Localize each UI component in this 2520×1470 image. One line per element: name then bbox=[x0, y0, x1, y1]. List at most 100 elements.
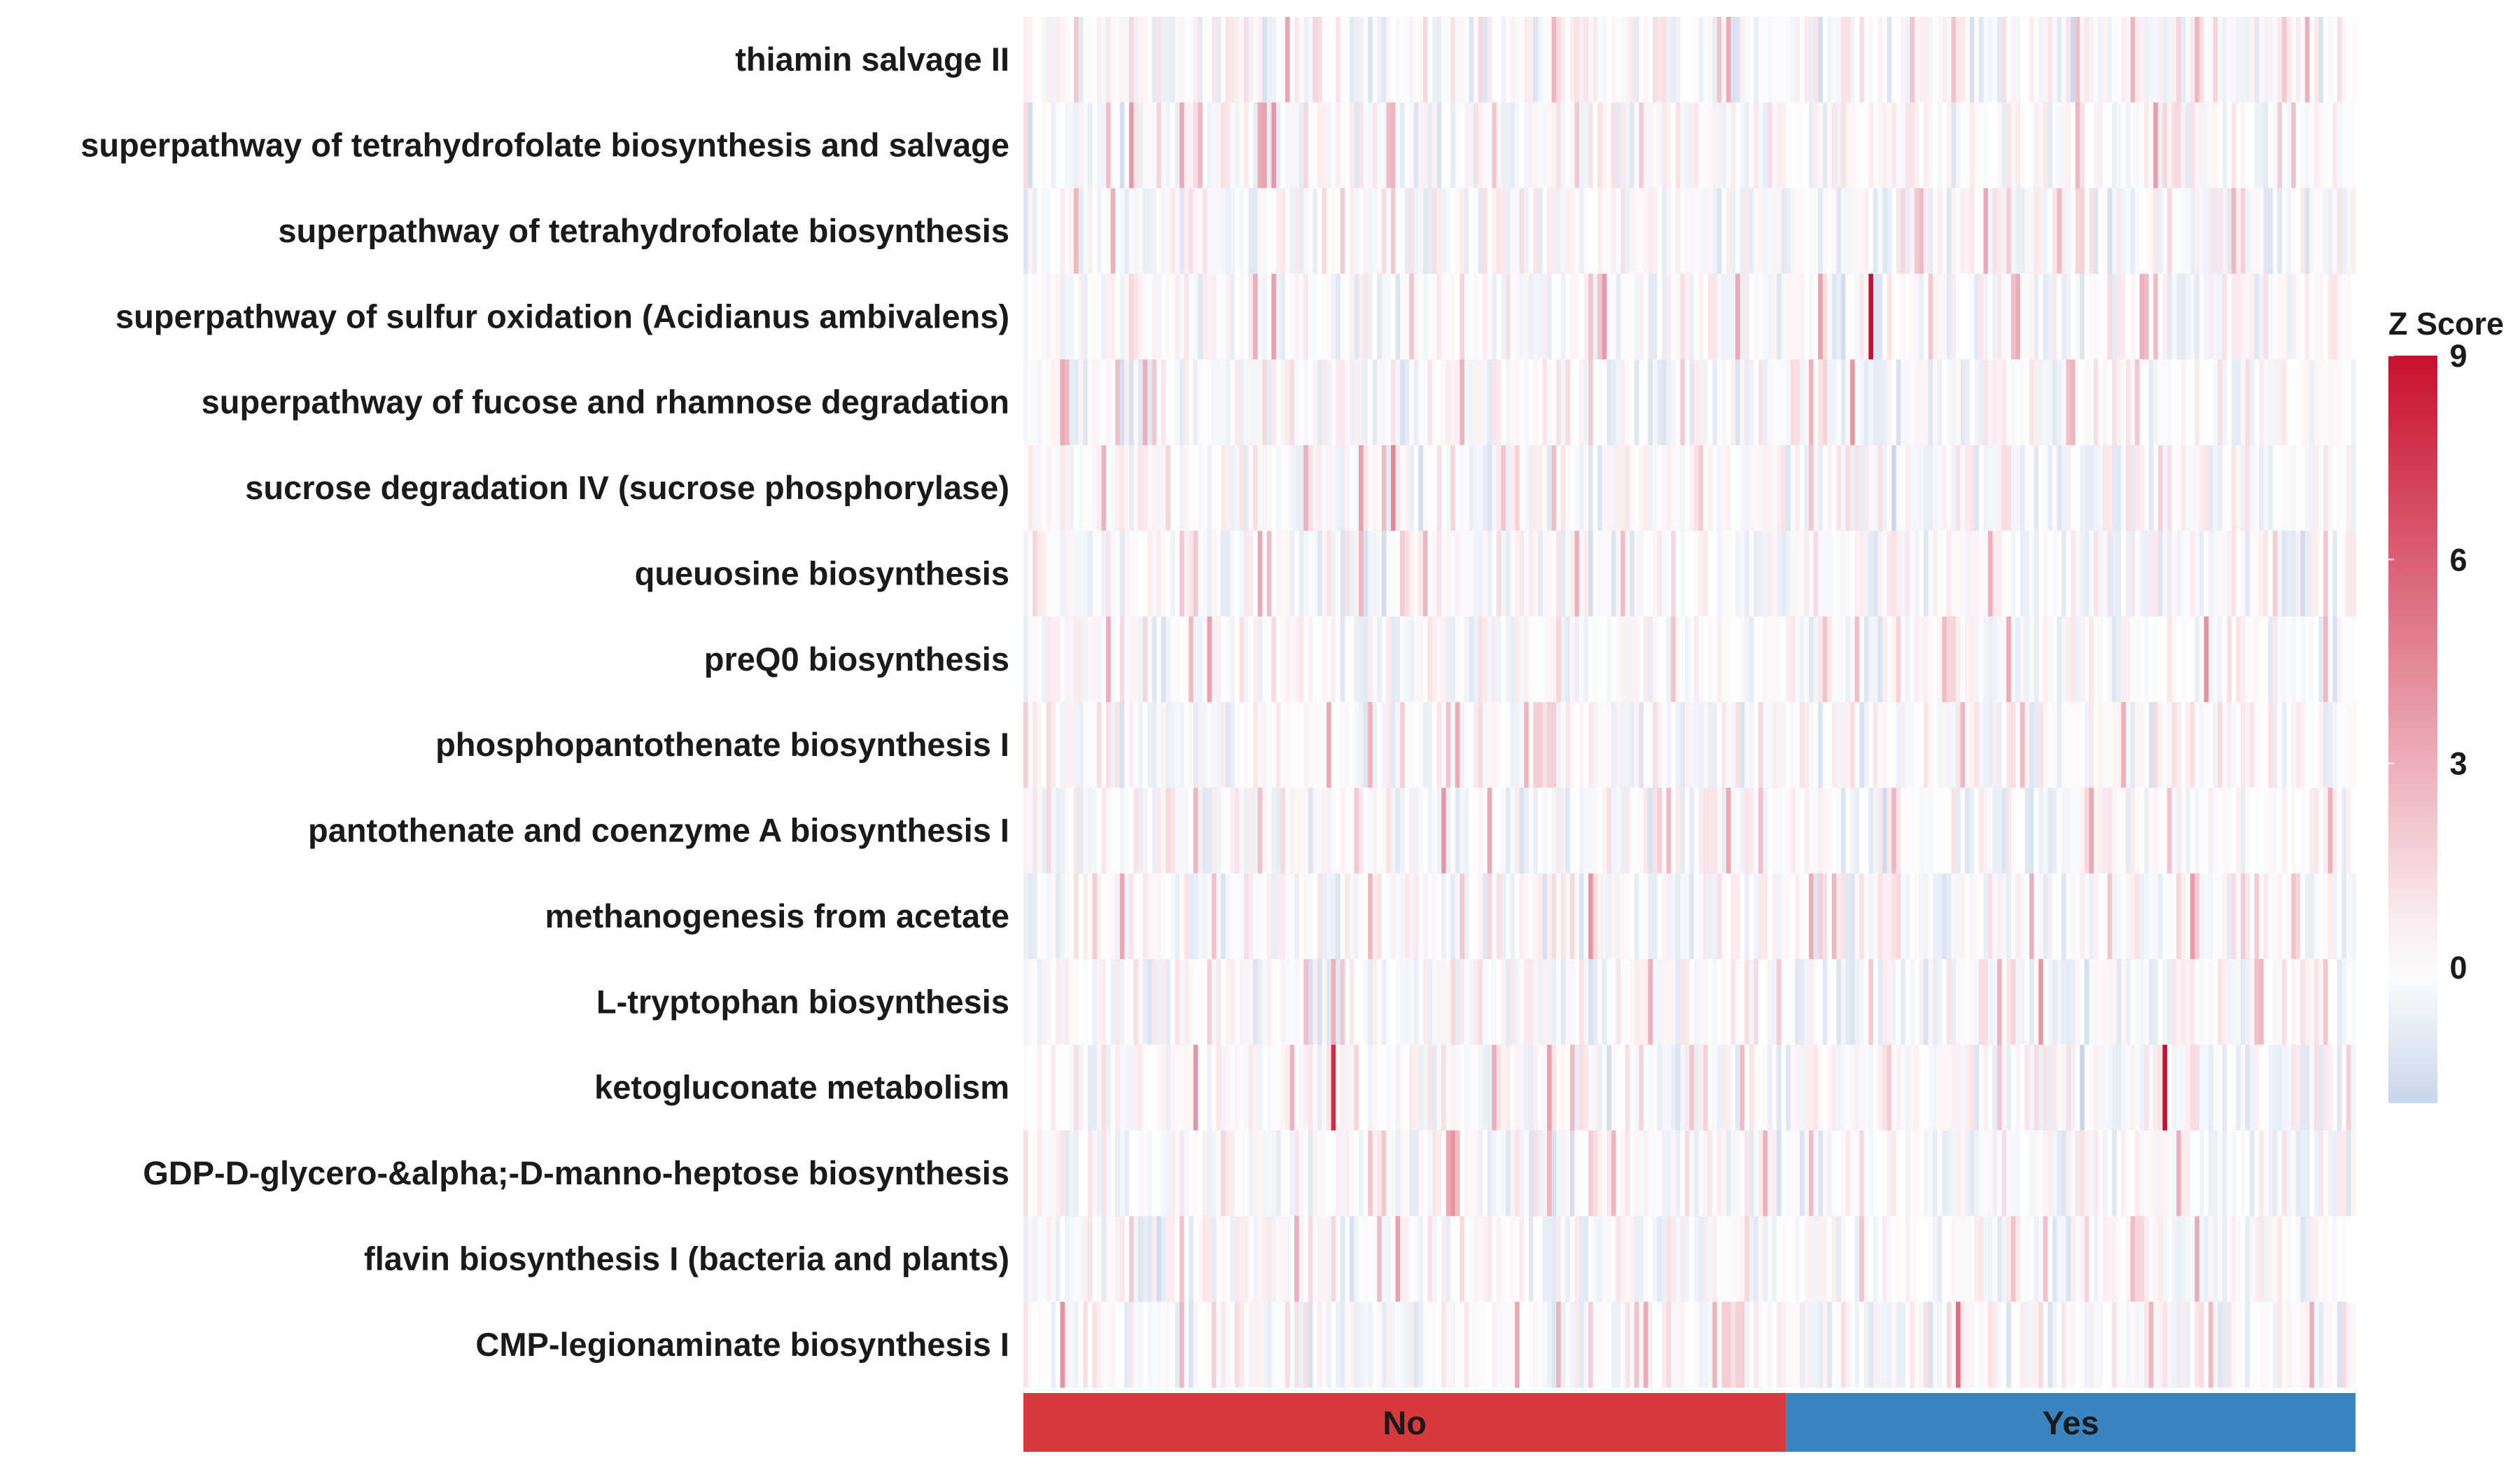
heatmap-cell bbox=[1537, 17, 1544, 103]
heatmap-cell bbox=[2001, 102, 2007, 189]
heatmap-cell bbox=[2176, 531, 2182, 617]
heatmap-cell bbox=[2272, 274, 2278, 360]
heatmap-cell bbox=[2116, 1301, 2122, 1388]
heatmap-cell bbox=[1257, 1301, 1263, 1388]
heatmap-cell bbox=[2080, 873, 2085, 960]
heatmap-cell bbox=[1345, 444, 1350, 531]
heatmap-cell bbox=[2190, 1301, 2195, 1388]
heatmap-cell bbox=[1184, 788, 1189, 874]
heatmap-cell bbox=[1483, 17, 1488, 103]
heatmap-cell bbox=[1395, 17, 1401, 103]
heatmap-cell bbox=[2089, 702, 2094, 788]
heatmap-cell bbox=[1694, 188, 1700, 274]
heatmap-cell bbox=[2254, 1044, 2260, 1131]
heatmap-cell bbox=[1487, 616, 1492, 703]
heatmap-cell bbox=[1257, 1130, 1263, 1217]
heatmap-cell bbox=[1836, 102, 1842, 189]
heatmap-cell bbox=[2337, 702, 2342, 788]
heatmap-cell bbox=[1974, 616, 1980, 703]
heatmap-cell bbox=[1804, 959, 1809, 1046]
heatmap-cell bbox=[1266, 788, 1272, 874]
heatmap-cell bbox=[2272, 1130, 2278, 1217]
heatmap-cell bbox=[2328, 702, 2333, 788]
heatmap-cell bbox=[2213, 274, 2218, 360]
heatmap-cell bbox=[2231, 702, 2236, 788]
heatmap-cell bbox=[1110, 616, 1116, 703]
heatmap-cell bbox=[1689, 188, 1695, 274]
heatmap-cell bbox=[1863, 17, 1870, 103]
heatmap-cell bbox=[1556, 702, 1562, 788]
heatmap-cell bbox=[1836, 873, 1842, 960]
heatmap-cell bbox=[1152, 1130, 1157, 1217]
heatmap-cell bbox=[1978, 788, 1984, 874]
heatmap-cell bbox=[1506, 788, 1511, 874]
heatmap-cell bbox=[1684, 444, 1690, 531]
heatmap-cell bbox=[1611, 702, 1617, 788]
heatmap-cell bbox=[1712, 1044, 1718, 1131]
heatmap-cell bbox=[1634, 959, 1639, 1046]
heatmap-cell bbox=[2300, 17, 2306, 103]
heatmap-cell bbox=[1262, 1216, 1268, 1303]
heatmap-cell bbox=[1055, 702, 1061, 788]
heatmap-cell bbox=[2019, 1216, 2026, 1303]
heatmap-cell bbox=[2277, 188, 2283, 274]
heatmap-cell bbox=[1455, 188, 1460, 274]
heatmap-cell bbox=[1128, 702, 1135, 788]
heatmap-cell bbox=[1809, 444, 1814, 531]
heatmap-cell bbox=[2121, 702, 2127, 788]
heatmap-cell bbox=[1786, 1044, 1791, 1131]
heatmap-cell bbox=[2112, 1301, 2118, 1388]
heatmap-cell bbox=[2190, 17, 2195, 103]
heatmap-cell bbox=[1551, 788, 1557, 874]
heatmap-cell bbox=[1942, 873, 1947, 960]
heatmap-cell bbox=[1781, 1301, 1786, 1388]
heatmap-cell bbox=[1588, 188, 1594, 274]
heatmap-cell bbox=[2171, 17, 2177, 103]
heatmap-cell bbox=[1754, 1301, 1759, 1388]
heatmap-cell bbox=[1960, 274, 1966, 360]
heatmap-cell bbox=[1813, 274, 1819, 360]
heatmap-cell bbox=[1799, 873, 1805, 960]
heatmap-cell bbox=[1037, 444, 1042, 531]
heatmap-cell bbox=[2199, 1216, 2205, 1303]
heatmap-cell bbox=[1469, 873, 1474, 960]
heatmap-cell bbox=[2291, 102, 2297, 189]
heatmap-cell bbox=[1896, 359, 1901, 446]
heatmap-cell bbox=[1161, 359, 1167, 446]
heatmap-cell bbox=[1542, 873, 1548, 960]
heatmap-cell bbox=[1574, 1130, 1580, 1217]
heatmap-cell bbox=[2236, 102, 2241, 189]
heatmap-cell bbox=[1487, 1044, 1492, 1131]
heatmap-cell bbox=[1418, 102, 1424, 189]
heatmap-cell bbox=[1450, 1216, 1456, 1303]
heatmap-cell bbox=[1597, 1130, 1603, 1217]
heatmap-cell bbox=[1551, 531, 1557, 617]
heatmap-cell bbox=[2328, 959, 2333, 1046]
heatmap-cell bbox=[1569, 616, 1576, 703]
heatmap-cell bbox=[1528, 188, 1534, 274]
heatmap-cell bbox=[1707, 359, 1713, 446]
heatmap-cell bbox=[2047, 1044, 2053, 1131]
heatmap-cell bbox=[2300, 188, 2306, 274]
heatmap-cell bbox=[2272, 1301, 2278, 1388]
heatmap-cell bbox=[2148, 1216, 2154, 1303]
heatmap-cell bbox=[1772, 17, 1777, 103]
heatmap-cell bbox=[1474, 188, 1479, 274]
heatmap-cell bbox=[1303, 788, 1309, 874]
heatmap-cell bbox=[1124, 102, 1130, 189]
heatmap-cell bbox=[1413, 1216, 1419, 1303]
heatmap-cell bbox=[1542, 188, 1548, 274]
heatmap-cell bbox=[1230, 17, 1236, 103]
heatmap-cell bbox=[1212, 702, 1217, 788]
heatmap-cell bbox=[1886, 1130, 1892, 1217]
heatmap-cell bbox=[2121, 1130, 2127, 1217]
heatmap-cell bbox=[1322, 702, 1327, 788]
heatmap-cell bbox=[1298, 274, 1304, 360]
heatmap-cell bbox=[1294, 1216, 1300, 1303]
heatmap-cell bbox=[1831, 616, 1837, 703]
heatmap-cell bbox=[1519, 873, 1525, 960]
heatmap-cell bbox=[1662, 274, 1667, 360]
heatmap-cell bbox=[1359, 1044, 1364, 1131]
heatmap-cell bbox=[1124, 959, 1130, 1046]
heatmap-cell bbox=[2231, 444, 2236, 531]
